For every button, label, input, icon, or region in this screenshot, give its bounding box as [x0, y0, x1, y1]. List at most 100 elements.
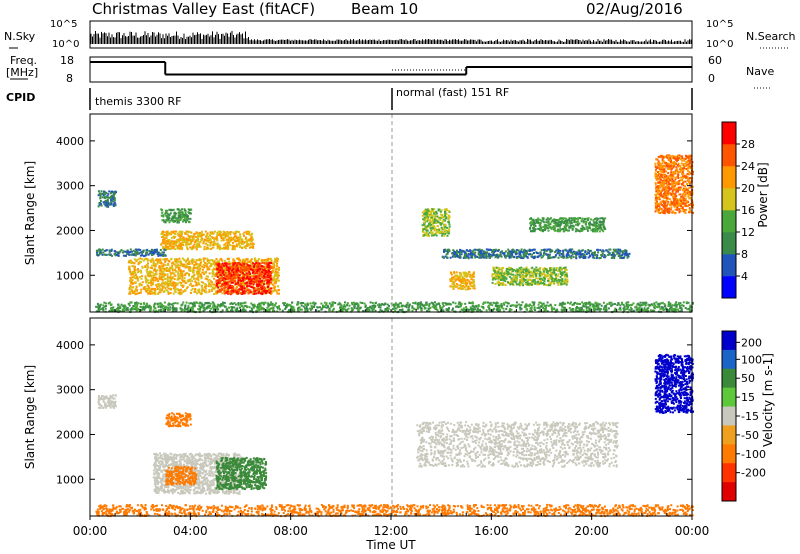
data-cell: [141, 252, 144, 255]
data-cell: [208, 305, 211, 308]
data-cell: [139, 257, 142, 260]
data-cell: [166, 275, 169, 278]
data-cell: [215, 272, 218, 275]
data-cell: [498, 304, 501, 307]
data-cell: [225, 281, 228, 284]
data-cell: [662, 309, 665, 311]
data-cell: [170, 245, 173, 248]
data-cell: [355, 307, 358, 310]
data-cell: [158, 302, 161, 305]
data-cell: [407, 308, 410, 311]
data-cell: [255, 275, 258, 278]
data-cell: [172, 230, 175, 233]
data-cell: [269, 307, 272, 310]
data-cell: [162, 273, 165, 276]
data-cell: [196, 267, 199, 270]
data-cell: [255, 260, 257, 262]
data-cell: [223, 273, 225, 276]
data-cell: [578, 307, 581, 310]
data-cell: [227, 278, 230, 280]
cpid-label: CPID: [6, 91, 35, 104]
data-cell: [167, 247, 170, 250]
data-cell: [240, 283, 242, 286]
data-cell: [631, 303, 634, 306]
data-cell: [213, 243, 216, 246]
data-cell: [131, 271, 133, 274]
data-cell: [674, 307, 677, 310]
data-cell: [250, 243, 253, 246]
data-cell: [162, 305, 165, 308]
data-cell: [251, 269, 254, 272]
data-cell: [231, 237, 233, 240]
data-cell: [445, 229, 448, 232]
data-cell: [270, 278, 273, 281]
data-cell: [211, 268, 214, 271]
data-cell: [206, 237, 209, 240]
data-cell: [258, 273, 261, 276]
data-cell: [346, 302, 349, 305]
data-cell: [162, 236, 165, 239]
data-cell: [284, 308, 287, 310]
data-cell: [134, 269, 137, 272]
data-cell: [154, 293, 157, 296]
data-cell: [221, 264, 224, 267]
data-cell: [561, 305, 564, 308]
data-cell: [160, 273, 163, 276]
data-cell: [447, 310, 450, 313]
data-cell: [164, 307, 167, 310]
data-cell: [254, 305, 257, 308]
data-cell: [331, 310, 334, 313]
data-cell: [182, 280, 185, 283]
data-cell: [220, 259, 223, 262]
data-cell: [188, 266, 191, 268]
data-cell: [208, 239, 211, 242]
data-cell: [331, 303, 334, 306]
data-cell: [276, 292, 279, 295]
data-cell: [147, 253, 150, 256]
data-cell: [174, 284, 177, 287]
data-cell: [203, 238, 206, 241]
data-cell: [182, 244, 185, 246]
data-cell: [254, 281, 257, 284]
data-cell: [223, 262, 226, 265]
data-cell: [534, 309, 537, 311]
data-cell: [629, 306, 632, 309]
data-cell: [640, 307, 643, 310]
data-cell: [528, 303, 531, 306]
data-cell: [536, 307, 539, 309]
data-cell: [171, 264, 174, 267]
data-cell: [622, 307, 625, 310]
data-cell: [221, 282, 224, 285]
data-cell: [413, 307, 416, 310]
data-cell: [267, 286, 269, 288]
data-cell: [213, 283, 216, 286]
data-cell: [412, 302, 415, 304]
data-cell: [172, 272, 175, 275]
data-cell: [242, 282, 245, 285]
data-cell: [133, 308, 136, 311]
data-cell: [538, 301, 541, 304]
data-cell: [642, 309, 645, 312]
data-cell: [500, 303, 503, 305]
data-cell: [269, 274, 272, 277]
data-cell: [156, 262, 159, 265]
data-cell: [270, 282, 273, 285]
data-cell: [313, 303, 316, 306]
data-cell: [427, 213, 430, 216]
data-cell: [191, 259, 193, 262]
data-cell: [241, 247, 244, 249]
data-cell: [262, 285, 265, 288]
data-cell: [113, 199, 116, 202]
data-cell: [178, 211, 181, 214]
data-cell: [224, 305, 227, 308]
data-cell: [240, 302, 243, 305]
data-cell: [174, 220, 177, 223]
data-cell: [431, 305, 434, 308]
data-cell: [163, 220, 166, 223]
data-cell: [214, 305, 217, 308]
data-cell: [419, 301, 422, 304]
data-cell: [148, 309, 151, 312]
data-cell: [161, 251, 164, 254]
data-cell: [102, 309, 105, 312]
data-cell: [340, 309, 343, 312]
